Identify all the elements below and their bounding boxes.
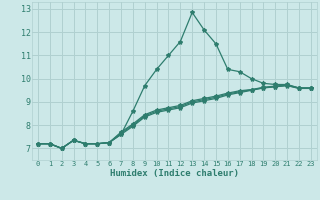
X-axis label: Humidex (Indice chaleur): Humidex (Indice chaleur) — [110, 169, 239, 178]
